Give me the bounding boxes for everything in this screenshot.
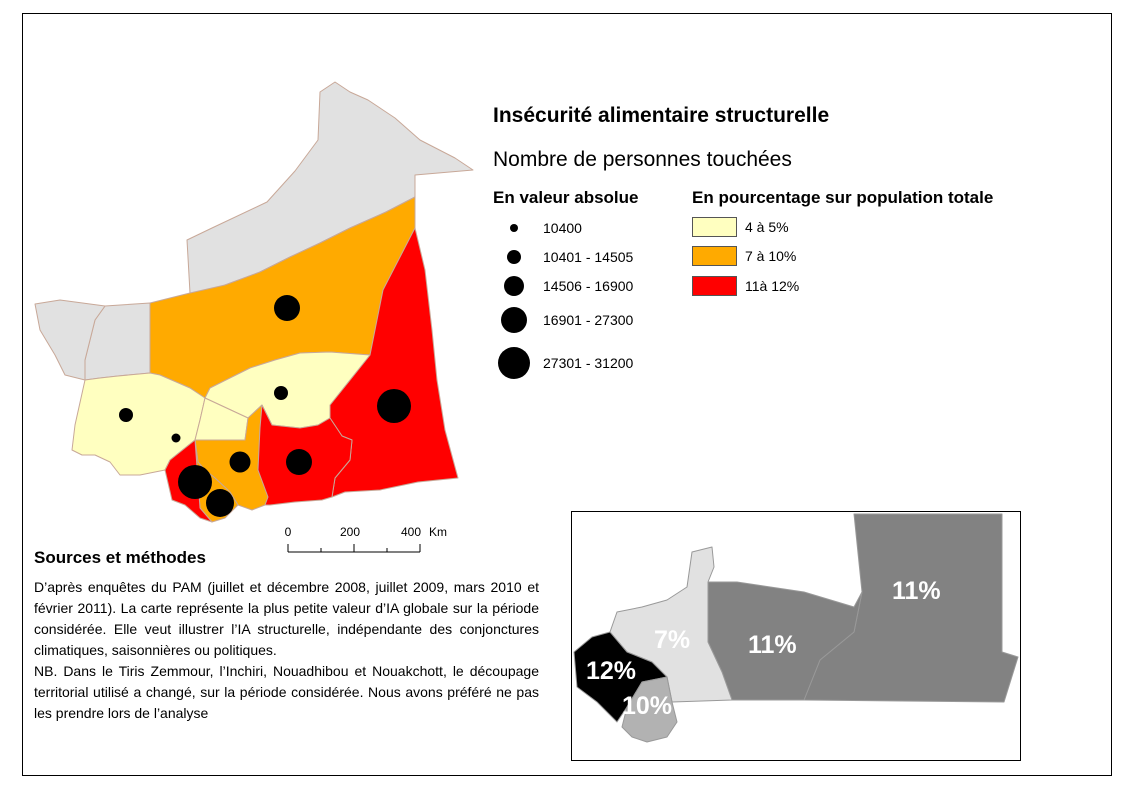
inset-label: 11% bbox=[892, 577, 941, 605]
sources-note: NB. Dans le Tiris Zemmour, l’Inchiri, No… bbox=[34, 663, 539, 721]
inset-label: 11% bbox=[748, 631, 797, 659]
legend-percent-label: 7 à 10% bbox=[745, 248, 797, 264]
symbol-adrar bbox=[274, 295, 300, 321]
legend-absolute-label: 14506 - 16900 bbox=[543, 278, 634, 294]
symbol-trarza bbox=[119, 408, 133, 422]
legend-swatch bbox=[692, 217, 737, 237]
symbol-assaba bbox=[229, 451, 251, 473]
symbol-hodh-chargui bbox=[377, 389, 411, 423]
sources-title: Sources et méthodes bbox=[34, 548, 206, 567]
legend-absolute-label: 16901 - 27300 bbox=[543, 312, 634, 328]
legend-swatch bbox=[692, 246, 737, 266]
legend-percent-item: 11à 12% bbox=[692, 275, 799, 297]
legend-percent-label: 4 à 5% bbox=[745, 219, 789, 235]
legend-absolute-heading: En valeur absolue bbox=[493, 188, 639, 207]
inset-label: 12% bbox=[586, 657, 636, 685]
scale-tick-label: 400 bbox=[401, 525, 421, 539]
inset-map-frame: 11% 11% 7% 12% 10% bbox=[571, 511, 1021, 761]
inset-label: 7% bbox=[654, 626, 690, 654]
legend-absolute-label: 27301 - 31200 bbox=[543, 355, 634, 371]
legend-dot-symbol bbox=[507, 250, 521, 264]
scale-tick-label: 200 bbox=[340, 525, 360, 539]
sources-paragraph: D’après enquêtes du PAM (juillet et déce… bbox=[34, 579, 539, 658]
map-subtitle: Nombre de personnes touchées bbox=[493, 148, 792, 171]
legend-absolute-item: 10400 bbox=[494, 213, 582, 243]
map-frame bbox=[22, 13, 1112, 776]
legend-percent-item: 4 à 5% bbox=[692, 216, 789, 238]
legend-absolute-item: 10401 - 14505 bbox=[494, 242, 633, 272]
legend-dot-symbol bbox=[504, 276, 524, 296]
inset-label: 10% bbox=[622, 692, 672, 720]
main-map bbox=[34, 81, 474, 523]
legend-dot-symbol bbox=[498, 347, 530, 379]
symbol-brakna bbox=[171, 433, 181, 443]
legend-absolute-item: 16901 - 27300 bbox=[494, 305, 633, 335]
sources-text: D’après enquêtes du PAM (juillet et déce… bbox=[34, 577, 539, 724]
legend-percent-label: 11à 12% bbox=[745, 278, 800, 294]
region-nouadhibou bbox=[34, 299, 106, 381]
legend-absolute-item: 14506 - 16900 bbox=[494, 271, 633, 301]
scale-bar: 0 200 400 Km bbox=[285, 525, 447, 553]
legend-absolute-label: 10401 - 14505 bbox=[543, 249, 634, 265]
scale-unit-label: Km bbox=[429, 525, 447, 539]
legend-dot-symbol bbox=[510, 224, 518, 232]
inset-region-south bbox=[621, 676, 678, 743]
scale-tick-label: 0 bbox=[285, 525, 292, 539]
symbol-hodh-gharbi bbox=[286, 449, 312, 475]
legend-percent-heading: En pourcentage sur population totale bbox=[692, 188, 994, 207]
symbol-gorgol bbox=[178, 465, 212, 499]
legend-swatch bbox=[692, 276, 737, 296]
inset-map: 11% 11% 7% 12% 10% bbox=[573, 513, 1019, 743]
symbol-tagant bbox=[274, 386, 288, 400]
legend-dot-symbol bbox=[501, 307, 527, 333]
symbol-guidimakha bbox=[206, 489, 234, 517]
legend-absolute-label: 10400 bbox=[543, 220, 582, 236]
legend-absolute-item: 27301 - 31200 bbox=[494, 346, 633, 380]
map-title: Insécurité alimentaire structurelle bbox=[493, 104, 830, 127]
legend-percent-item: 7 à 10% bbox=[692, 245, 796, 267]
